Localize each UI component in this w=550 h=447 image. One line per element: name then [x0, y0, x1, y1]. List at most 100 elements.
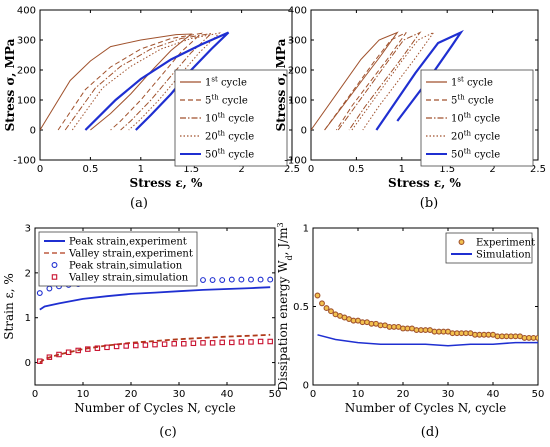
legend-label: Peak strain,simulation [69, 261, 183, 272]
legend-label: 10th cycle [205, 112, 254, 125]
legend-label: 50th cycle [451, 148, 500, 161]
series-line [324, 32, 407, 131]
data-point [219, 277, 226, 283]
legend-label-suffix: st [211, 76, 218, 84]
legend-label-text: cycle [219, 96, 248, 107]
y-tick-label: -100 [284, 156, 307, 167]
data-point [104, 344, 110, 351]
x-tick-label: 30 [442, 389, 455, 400]
x-tick-label: 0 [37, 164, 43, 175]
y-tick-label: 100 [17, 96, 36, 107]
x-axis-label: Stress ε, % [130, 176, 204, 190]
data-point [209, 340, 216, 346]
legend-label-suffix: th [211, 94, 219, 102]
legend-label: 10th cycle [451, 112, 500, 125]
x-tick-label: 20 [125, 389, 138, 400]
data-point [190, 340, 197, 347]
series-line [71, 32, 221, 131]
data-point [248, 276, 254, 283]
data-point [257, 338, 264, 345]
y-tick-label: 0 [303, 381, 309, 392]
legend-label-number: 5 [451, 96, 457, 107]
legend-label: 1st cycle [451, 76, 493, 89]
x-tick-label: 1 [399, 164, 405, 175]
legend-label-suffix: th [464, 112, 472, 120]
legend-label: 5th cycle [205, 94, 248, 107]
x-tick-label: 1.5 [439, 164, 455, 175]
y-axis-label: Stress σ, MPa [3, 38, 17, 131]
x-tick-label: 1.5 [183, 164, 199, 175]
y-tick-label: 400 [17, 6, 36, 17]
plot-area [314, 292, 538, 347]
y-tick-label: 200 [288, 66, 307, 77]
legend-label-number: 50 [205, 150, 218, 161]
data-point [75, 347, 81, 354]
x-tick-label: 50 [532, 389, 545, 400]
legend-label: Valley strain,experiment [68, 249, 193, 260]
legend-label-suffix: th [464, 130, 472, 138]
legend-box [445, 232, 533, 264]
legend-label-suffix: st [457, 76, 464, 84]
plot-area [311, 29, 464, 131]
legend-label: Valley strain,simulation [68, 273, 189, 284]
y-tick-label: 0.5 [293, 302, 309, 313]
x-tick-label: 40 [221, 389, 234, 400]
data-point [37, 358, 43, 364]
legend-label-number: 50 [451, 150, 464, 161]
panel-label: (d) [421, 425, 439, 440]
chart-panel-3: 0 10 20 30 40 50 0 1 2 3 Number of Cycles N, cycle… [2, 224, 281, 416]
data-point [56, 351, 62, 358]
x-tick-label: 2 [238, 164, 244, 175]
y-axis-label: Dissipation energy Wd, J/m3 [276, 222, 294, 390]
data-point [142, 342, 149, 348]
data-point [181, 340, 187, 347]
data-point [248, 339, 254, 345]
x-tick-label: 2.5 [284, 164, 300, 175]
x-tick-label: 10 [77, 389, 90, 400]
series-line [40, 33, 193, 131]
data-point [152, 341, 158, 348]
legend-label-text: cycle [225, 132, 254, 143]
series-line [39, 333, 271, 364]
legend-box [38, 231, 198, 287]
data-point [229, 339, 235, 346]
legend-swatch [51, 274, 58, 280]
y-tick-label: 0 [301, 126, 307, 137]
y-tick-label: 0 [30, 126, 36, 137]
series-line [375, 29, 464, 131]
legend-label: Simulation [476, 250, 531, 261]
legend-label-text: cycle [218, 78, 247, 89]
x-tick-label: 0 [308, 164, 314, 175]
plot-frame [39, 9, 293, 161]
data-point [161, 341, 168, 347]
data-point [46, 354, 53, 360]
data-point [228, 276, 235, 283]
data-point [238, 276, 245, 283]
data-point [209, 277, 216, 283]
x-tick-label: 40 [487, 389, 500, 400]
y-tick-label: 100 [288, 96, 307, 107]
legend-label-suffix: th [218, 130, 226, 138]
legend-label: 20th cycle [205, 130, 254, 143]
data-point [319, 300, 325, 307]
legend-label-text: cycle [464, 78, 493, 89]
plot-area [36, 276, 274, 364]
x-tick-label: 10 [352, 389, 365, 400]
y-axis-label-superscript: 3 [276, 222, 285, 227]
x-tick-label: 0.5 [82, 164, 98, 175]
data-point [314, 292, 321, 299]
data-point [535, 334, 538, 341]
legend-label-number: 1 [451, 78, 457, 89]
legend-label: 5th cycle [451, 94, 494, 107]
x-tick-label: 0 [32, 389, 38, 400]
legend-label-suffix: th [218, 148, 226, 156]
legend-label-text: cycle [471, 114, 500, 125]
x-axis-label: Number of Cycles N, cycle [74, 401, 236, 415]
x-tick-label: 2.5 [530, 164, 546, 175]
